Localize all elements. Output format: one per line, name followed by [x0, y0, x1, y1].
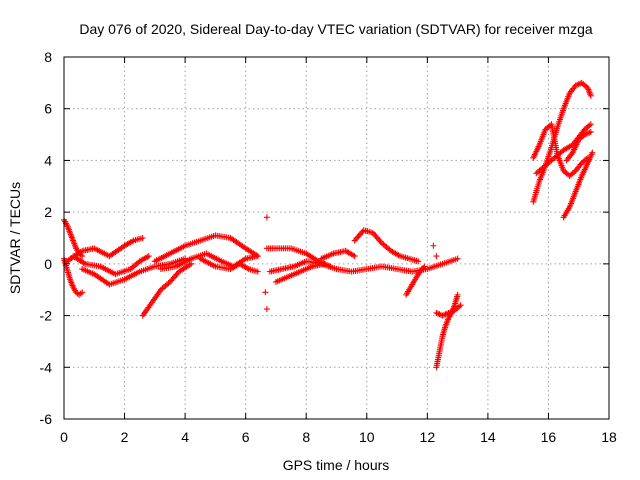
y-tick-label: -4	[40, 359, 53, 375]
y-tick-label: -6	[40, 411, 53, 427]
data-point-marker	[262, 289, 269, 296]
y-tick-label: -2	[40, 308, 53, 324]
y-tick-labels: -6 -4 -2 0 2 4 6 8	[40, 49, 53, 427]
data-point-marker	[145, 253, 152, 260]
x-tick-label: 4	[181, 429, 189, 445]
data-point-marker	[454, 255, 461, 262]
data-point-marker	[589, 149, 596, 156]
data-point-marker	[587, 92, 594, 99]
x-tick-label: 0	[60, 429, 68, 445]
x-axis-label: GPS time / hours	[283, 457, 390, 473]
data-point-marker	[254, 268, 261, 275]
data-point-marker	[436, 311, 443, 318]
data-point-marker	[415, 258, 422, 265]
y-tick-label: 6	[44, 101, 52, 117]
y-tick-label: 2	[44, 204, 52, 220]
data-point-marker	[433, 253, 440, 260]
data-point-marker	[139, 235, 146, 241]
data-markers	[61, 79, 596, 371]
x-tick-label: 14	[480, 429, 496, 445]
data-point-marker	[587, 128, 594, 135]
y-tick-label: 8	[44, 49, 52, 65]
data-point-marker	[421, 263, 428, 270]
data-point-marker	[263, 306, 270, 313]
grid-lines	[64, 57, 609, 419]
data-point-marker	[454, 291, 461, 298]
data-point-marker	[263, 214, 270, 221]
plot-frame	[63, 56, 610, 420]
y-axis-label: SDTVAR / TECUs	[7, 182, 23, 294]
x-tick-label: 6	[242, 429, 250, 445]
data-point-marker	[430, 242, 437, 249]
data-point-marker	[587, 121, 594, 128]
data-point-marker	[79, 289, 86, 296]
x-tick-label: 10	[359, 429, 375, 445]
x-tick-labels: 0 2 4 6 8 10 12 14 16 18	[60, 429, 617, 445]
x-tick-label: 8	[302, 429, 310, 445]
y-tick-label: 0	[44, 256, 52, 272]
axis-ticks	[63, 56, 610, 420]
data-point-marker	[457, 302, 464, 309]
x-tick-label: 16	[541, 429, 557, 445]
x-tick-label: 12	[420, 429, 436, 445]
data-point-marker	[79, 253, 86, 260]
x-tick-label: 18	[601, 429, 617, 445]
chart-title: Day 076 of 2020, Sidereal Day-to-day VTE…	[79, 21, 592, 37]
y-tick-label: 4	[44, 152, 52, 168]
data-point-marker	[351, 253, 358, 260]
data-point-marker	[77, 290, 84, 297]
x-tick-label: 2	[121, 429, 129, 445]
data-point-marker	[188, 260, 195, 267]
data-point-marker	[254, 253, 261, 260]
data-point-marker	[321, 260, 328, 267]
